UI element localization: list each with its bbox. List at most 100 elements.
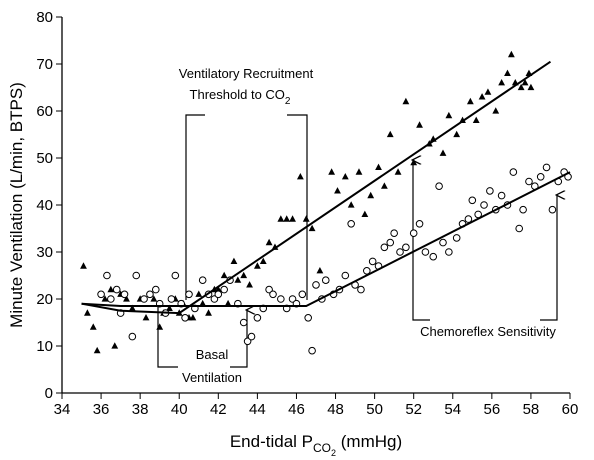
- triangle-point: [507, 50, 515, 58]
- bracket: [287, 114, 308, 300]
- x-tick-label: 50: [366, 401, 383, 418]
- basal-annotation: Basal Ventilation: [157, 305, 247, 385]
- y-tick-label: 60: [36, 103, 53, 120]
- y-axis-label: Minute Ventilation (L/min, BTPS): [7, 82, 26, 328]
- y-tick-label: 10: [36, 338, 53, 355]
- circle-point: [185, 290, 193, 299]
- triangle-point: [128, 304, 136, 311]
- triangle-point: [234, 276, 242, 283]
- circle-point: [409, 229, 418, 237]
- annotation-text: Chemoreflex Sensitivity: [420, 324, 556, 339]
- circle-point: [132, 271, 141, 280]
- circle-point: [439, 238, 447, 247]
- circle-point: [509, 168, 518, 176]
- circle-point: [239, 318, 248, 327]
- triangle-point: [296, 173, 304, 180]
- circle-point: [128, 332, 137, 341]
- triangle-point: [472, 116, 480, 123]
- x-tick-label: 44: [249, 401, 266, 418]
- x-tick-label: 56: [484, 401, 501, 418]
- y-tick-label: 80: [36, 9, 53, 26]
- circle-point: [214, 290, 223, 299]
- circle-point: [107, 295, 115, 303]
- circle-point: [536, 173, 545, 181]
- circle-point: [171, 271, 180, 280]
- triangle-point: [402, 97, 410, 105]
- circle-point: [120, 290, 129, 299]
- triangle-point: [199, 299, 207, 307]
- circle-point: [486, 187, 494, 195]
- triangle-point: [367, 191, 375, 199]
- triangle-point: [253, 262, 261, 269]
- triangle-point: [347, 201, 355, 208]
- circle-point: [525, 177, 533, 186]
- triangle-point: [521, 79, 529, 86]
- y-tick-label: 40: [36, 197, 53, 214]
- x-tick-label: 60: [562, 401, 579, 418]
- fit-line: [81, 171, 571, 308]
- triangle-point: [308, 224, 316, 232]
- triangle-point: [84, 309, 91, 316]
- circle-point: [542, 163, 551, 172]
- circle-point: [146, 290, 154, 299]
- circle-point: [167, 295, 176, 303]
- circle-point: [380, 243, 389, 252]
- triangle-point: [517, 83, 525, 91]
- circle-point: [415, 220, 424, 228]
- circle-point: [548, 205, 557, 214]
- triangle-point: [111, 342, 119, 349]
- circle-point: [277, 295, 285, 303]
- triangle-point: [195, 290, 203, 297]
- circle-point: [396, 248, 404, 256]
- triangle-point: [394, 168, 402, 175]
- triangle-point: [375, 163, 382, 170]
- triangle-point: [283, 215, 291, 222]
- circle-point: [452, 234, 461, 242]
- triangle-point: [478, 93, 486, 100]
- annotation-text: Threshold to CO2: [190, 87, 291, 107]
- annotation-text: Ventilation: [182, 370, 242, 385]
- circle-point: [429, 252, 438, 261]
- triangle-point: [224, 299, 232, 307]
- triangle-point: [101, 295, 109, 302]
- triangle-point: [484, 88, 492, 95]
- x-tick-label: 52: [405, 401, 422, 418]
- circle-point: [468, 196, 477, 205]
- circle-point: [321, 276, 330, 285]
- circle-point: [140, 295, 148, 303]
- triangle-point: [527, 83, 535, 91]
- circle-point: [435, 182, 443, 190]
- arrow: [540, 195, 557, 321]
- circle-point: [341, 271, 350, 280]
- x-tick-label: 34: [54, 401, 71, 418]
- x-tick-label: 42: [210, 401, 227, 418]
- triangle-point: [205, 309, 212, 316]
- x-tick-label: 36: [93, 401, 110, 418]
- circle-point: [298, 290, 307, 299]
- circle-point: [519, 205, 527, 214]
- triangle-point: [89, 323, 97, 330]
- x-tick-label: 40: [171, 401, 188, 418]
- triangle-point: [220, 271, 228, 279]
- circle-point: [112, 285, 121, 294]
- x-tick-label: 58: [523, 401, 540, 418]
- circle-point: [347, 220, 355, 228]
- chemoreflex-annotation: Chemoreflex Sensitivity: [413, 160, 557, 339]
- triangle-point: [265, 238, 273, 246]
- triangle-point: [302, 215, 310, 222]
- circle-point: [390, 229, 398, 237]
- triangle-point: [156, 323, 164, 330]
- triangle-point: [123, 295, 130, 302]
- triangle-point: [289, 215, 296, 222]
- triangle-point: [80, 262, 87, 269]
- circle-point: [312, 281, 320, 289]
- triangle-point: [410, 158, 418, 166]
- triangle-point: [328, 168, 336, 175]
- arrow: [413, 160, 430, 321]
- triangle-point: [166, 304, 173, 311]
- fit-line: [81, 60, 552, 315]
- triangle-point: [355, 168, 363, 175]
- triangle-point: [334, 187, 341, 194]
- bracket: [185, 114, 205, 300]
- circle-point: [497, 191, 506, 200]
